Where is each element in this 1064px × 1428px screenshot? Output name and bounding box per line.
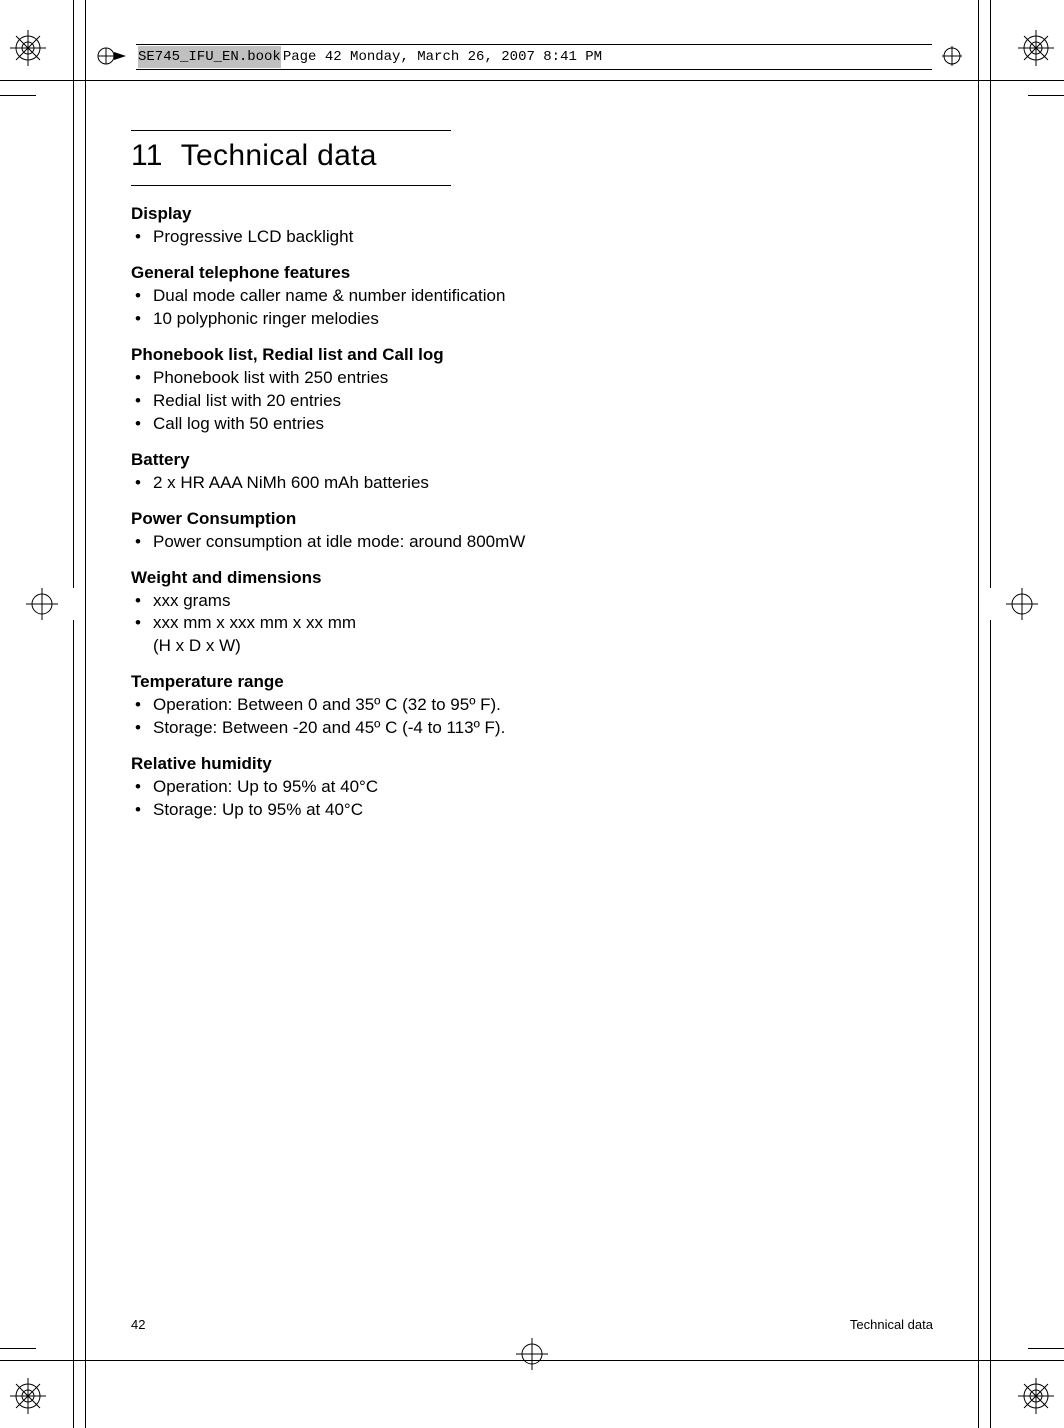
section-list: Operation: Between 0 and 35º C (32 to 95… [131,694,611,740]
crop-v4 [990,0,991,588]
crop-h1 [0,80,1064,81]
crop-v3 [978,0,979,1428]
runhead-filename: SE745_IFU_EN.book [138,46,281,68]
section: Power ConsumptionPower consumption at id… [131,509,611,554]
page-sheet: SE745_IFU_EN.book Page 42 Monday, March … [0,0,1064,1428]
crop-v1 [73,0,74,588]
section-title: Display [131,204,611,224]
reg-cross-mr [1006,588,1038,620]
list-item: xxx grams [131,590,611,613]
runhead-info: Page 42 Monday, March 26, 2007 8:41 PM [283,49,602,65]
reg-mark-br [1018,1378,1054,1414]
list-item: Storage: Between -20 and 45º C (-4 to 11… [131,717,611,740]
list-item: Operation: Up to 95% at 40°C [131,776,611,799]
heading: 11 Technical data [131,139,451,173]
list-item: Power consumption at idle mode: around 8… [131,531,611,554]
footer-label: Technical data [850,1317,933,1332]
section-list: 2 x HR AAA NiMh 600 mAh batteries [131,472,611,495]
list-item: Dual mode caller name & number identific… [131,285,611,308]
section: Relative humidityOperation: Up to 95% at… [131,754,611,822]
crop-v1b [73,620,74,1428]
list-item: Storage: Up to 95% at 40°C [131,799,611,822]
section-list: Dual mode caller name & number identific… [131,285,611,331]
running-header: SE745_IFU_EN.book Page 42 Monday, March … [136,44,932,70]
list-item: Call log with 50 entries [131,413,611,436]
crop-h2r [1028,95,1064,96]
section-title: General telephone features [131,263,611,283]
section: Battery2 x HR AAA NiMh 600 mAh batteries [131,450,611,495]
reg-cross-ml [26,588,58,620]
list-item: Operation: Between 0 and 35º C (32 to 95… [131,694,611,717]
section: DisplayProgressive LCD backlight [131,204,611,249]
list-item: 2 x HR AAA NiMh 600 mAh batteries [131,472,611,495]
crop-h3 [0,1348,36,1349]
list-item: xxx mm x xxx mm x xx mm [131,612,611,635]
heading-number: 11 [131,139,163,173]
section-title: Power Consumption [131,509,611,529]
list-item: Redial list with 20 entries [131,390,611,413]
reg-mark-tl [10,30,46,66]
reg-mark-bl [10,1378,46,1414]
section-title: Weight and dimensions [131,568,611,588]
sections: DisplayProgressive LCD backlight General … [131,204,611,822]
crop-v4b [990,620,991,1428]
list-item: Phonebook list with 250 entries [131,367,611,390]
list-item: 10 polyphonic ringer melodies [131,308,611,331]
section-list: xxx gramsxxx mm x xxx mm x xx mm [131,590,611,636]
section-list: Progressive LCD backlight [131,226,611,249]
section-list: Phonebook list with 250 entriesRedial li… [131,367,611,436]
section: Temperature rangeOperation: Between 0 an… [131,672,611,740]
section-title: Battery [131,450,611,470]
section-list: Operation: Up to 95% at 40°CStorage: Up … [131,776,611,822]
page-number: 42 [131,1317,145,1332]
crop-h2 [0,95,36,96]
section-title: Relative humidity [131,754,611,774]
section-title: Temperature range [131,672,611,692]
reg-cross-bottom [516,1338,548,1370]
list-item: Progressive LCD backlight [131,226,611,249]
section: Weight and dimensionsxxx gramsxxx mm x x… [131,568,611,659]
heading-title: Technical data [181,139,377,172]
reg-cross-top [96,44,126,68]
heading-box: 11 Technical data [131,130,451,186]
page-content: 11 Technical data DisplayProgressive LCD … [131,130,931,822]
reg-cross-top-right [940,44,964,68]
crop-v2 [85,0,86,1428]
crop-h3r [1028,1348,1064,1349]
list-item-extra: (H x D x W) [131,635,611,658]
reg-mark-tr [1018,30,1054,66]
section-list: Power consumption at idle mode: around 8… [131,531,611,554]
section: General telephone featuresDual mode call… [131,263,611,331]
page-footer: 42 Technical data [131,1317,933,1332]
section: Phonebook list, Redial list and Call log… [131,345,611,436]
section-title: Phonebook list, Redial list and Call log [131,345,611,365]
